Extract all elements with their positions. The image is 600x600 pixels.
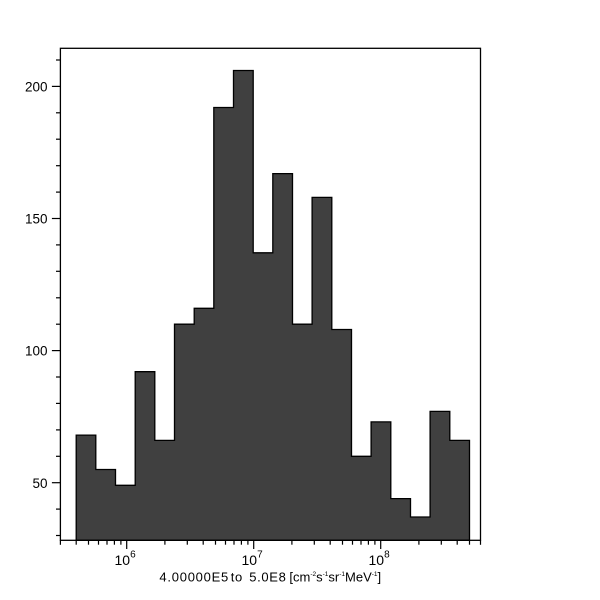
- svg-text:[cm-2s-1sr-1MeV-1]: [cm-2s-1sr-1MeV-1]: [289, 569, 381, 584]
- svg-text:4.00000E5: 4.00000E5: [159, 569, 229, 584]
- svg-text:200: 200: [25, 80, 48, 95]
- svg-text:150: 150: [25, 212, 48, 227]
- svg-text:to: to: [231, 569, 243, 584]
- svg-text:100: 100: [25, 344, 48, 359]
- svg-text:50: 50: [32, 476, 47, 491]
- svg-text:5.0E8: 5.0E8: [249, 569, 286, 584]
